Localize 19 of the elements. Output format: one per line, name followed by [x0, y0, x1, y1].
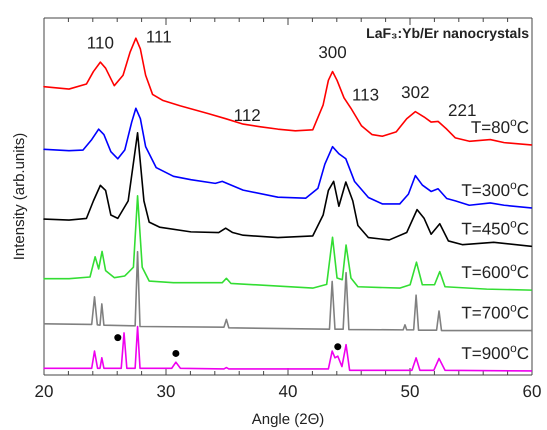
annotation: 112	[234, 106, 261, 126]
annotation: 302	[401, 83, 430, 102]
series-label: T=700$^{o}$C	[461, 300, 529, 323]
x-tick-label: 50	[400, 382, 420, 402]
x-tick-label: 60	[522, 382, 542, 402]
x-tick-label: 40	[278, 382, 298, 402]
annotation: 113	[352, 85, 380, 104]
annotation: 111	[146, 28, 172, 47]
series-label: T=300$^{o}$C	[461, 178, 529, 200]
annotation: 110	[86, 34, 114, 53]
x-axis-title: Angle (2Θ)	[252, 411, 324, 428]
y-axis-title: Intensity (arb.units)	[11, 132, 28, 260]
series-label: T=450$^{o}$C	[461, 216, 529, 238]
series-label: T=600$^{o}$C	[461, 260, 529, 282]
x-tick-label: 20	[34, 382, 54, 402]
annotation: 300	[318, 43, 347, 62]
series-label: T=900$^{o}$C	[461, 340, 529, 363]
chart-title: LaF₃:Yb/Er nanocrystals	[366, 25, 530, 41]
x-tick-label: 30	[156, 382, 176, 402]
